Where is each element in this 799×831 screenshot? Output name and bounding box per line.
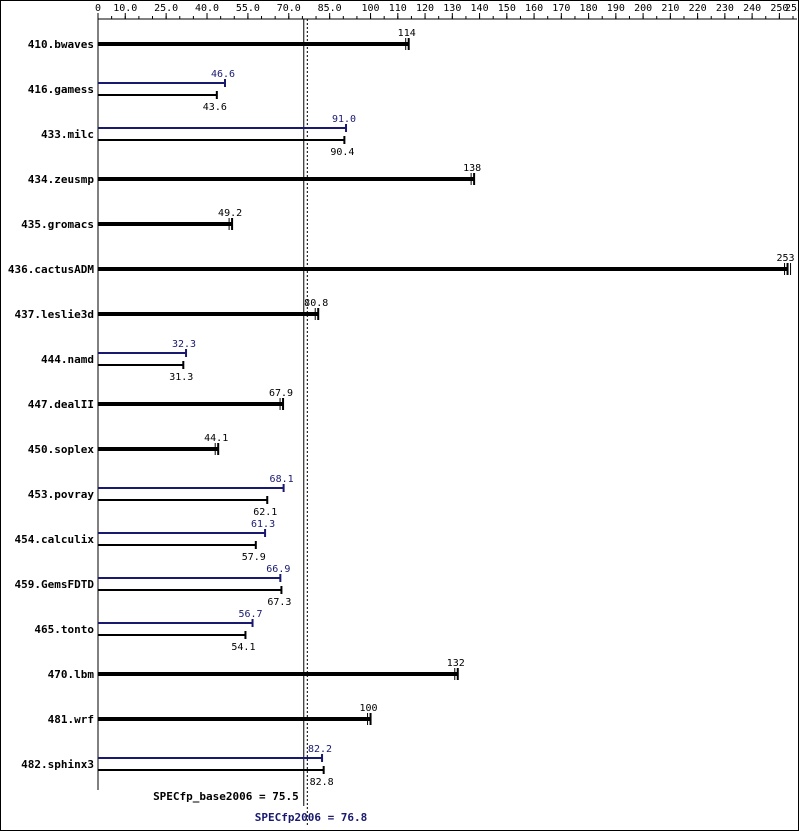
x-tick-label-last: 255 bbox=[785, 3, 799, 14]
benchmark-label: 453.povray bbox=[28, 488, 95, 501]
benchmark-label: 470.lbm bbox=[48, 668, 95, 681]
x-tick-label: 220 bbox=[689, 3, 707, 14]
benchmark-row: 454.calculix 61.3 57.9 bbox=[15, 519, 276, 563]
x-tick-label: 25.0 bbox=[154, 3, 178, 14]
benchmark-label: 416.gamess bbox=[28, 83, 94, 96]
x-tick-label: 130 bbox=[443, 3, 461, 14]
x-tick-label: 70.0 bbox=[277, 3, 301, 14]
x-tick-label: 150 bbox=[498, 3, 516, 14]
base-value-label: 67.3 bbox=[267, 597, 291, 608]
base-value-label: 49.2 bbox=[218, 208, 242, 219]
benchmark-label: 433.milc bbox=[41, 128, 94, 141]
benchmark-label: 465.tonto bbox=[34, 623, 94, 636]
benchmark-rows: 410.bwaves 114 416.gamess 46.6 43.6 433.milc 9… bbox=[8, 28, 795, 788]
benchmark-row: 470.lbm 132 bbox=[48, 658, 465, 681]
x-tick-label: 100 bbox=[362, 3, 380, 14]
x-tick-label: 200 bbox=[634, 3, 652, 14]
base-value-label: 31.3 bbox=[169, 372, 193, 383]
x-tick-label: 55.0 bbox=[236, 3, 260, 14]
x-tick-label: 85.0 bbox=[318, 3, 342, 14]
benchmark-label: 481.wrf bbox=[48, 713, 94, 726]
x-tick-label: 230 bbox=[716, 3, 734, 14]
benchmark-label: 436.cactusADM bbox=[8, 263, 94, 276]
benchmark-row: 410.bwaves 114 bbox=[28, 28, 416, 51]
base-value-label: 82.8 bbox=[310, 777, 334, 788]
base-value-label: 43.6 bbox=[203, 102, 227, 113]
benchmark-row: 447.dealII 67.9 bbox=[28, 388, 293, 411]
base-value-label: 62.1 bbox=[253, 507, 277, 518]
benchmark-label: 450.soplex bbox=[28, 443, 95, 456]
base-value-label: 253 bbox=[777, 253, 795, 264]
benchmark-label: 437.leslie3d bbox=[15, 308, 94, 321]
peak-value-label: 61.3 bbox=[251, 519, 275, 530]
peak-value-label: 66.9 bbox=[266, 564, 290, 575]
benchmark-row: 433.milc 91.0 90.4 bbox=[41, 114, 356, 158]
peak-value-label: 32.3 bbox=[172, 339, 196, 350]
benchmark-row: 459.GemsFDTD 66.9 67.3 bbox=[15, 564, 292, 608]
base-value-label: 44.1 bbox=[204, 433, 228, 444]
benchmark-label: 447.dealII bbox=[28, 398, 94, 411]
peak-value-label: 68.1 bbox=[270, 474, 294, 485]
benchmark-row: 434.zeusmp 138 bbox=[28, 163, 481, 186]
benchmark-row: 436.cactusADM 253 bbox=[8, 253, 795, 276]
base-value-label: 90.4 bbox=[330, 147, 354, 158]
x-tick-label: 250 bbox=[770, 3, 788, 14]
benchmark-row: 416.gamess 46.6 43.6 bbox=[28, 69, 235, 113]
benchmark-label: 459.GemsFDTD bbox=[15, 578, 95, 591]
x-tick-label: 110 bbox=[389, 3, 407, 14]
x-tick-label: 160 bbox=[525, 3, 543, 14]
base-value-label: 114 bbox=[398, 28, 416, 39]
x-tick-label: 190 bbox=[607, 3, 625, 14]
peak-value-label: 46.6 bbox=[211, 69, 235, 80]
peak-value-label: 82.2 bbox=[308, 744, 332, 755]
benchmark-label: 435.gromacs bbox=[21, 218, 94, 231]
x-tick-label: 170 bbox=[552, 3, 570, 14]
base-value-label: 80.8 bbox=[304, 298, 328, 309]
x-tick-label: 210 bbox=[661, 3, 679, 14]
benchmark-row: 444.namd 32.3 31.3 bbox=[41, 339, 196, 383]
benchmark-row: 481.wrf 100 bbox=[48, 703, 378, 726]
base-value-label: 67.9 bbox=[269, 388, 293, 399]
base-summary-label: SPECfp_base2006 = 75.5 bbox=[153, 790, 299, 803]
benchmark-label: 482.sphinx3 bbox=[21, 758, 94, 771]
base-value-label: 132 bbox=[447, 658, 465, 669]
benchmark-label: 434.zeusmp bbox=[28, 173, 95, 186]
x-tick-label: 180 bbox=[580, 3, 598, 14]
summary-labels: SPECfp_base2006 = 75.5 SPECfp2006 = 76.8 bbox=[153, 790, 367, 824]
benchmark-label: 410.bwaves bbox=[28, 38, 94, 51]
x-tick-label: 140 bbox=[471, 3, 489, 14]
peak-value-label: 56.7 bbox=[238, 609, 262, 620]
x-tick-label: 120 bbox=[416, 3, 434, 14]
benchmark-label: 444.namd bbox=[41, 353, 94, 366]
benchmark-row: 437.leslie3d 80.8 bbox=[15, 298, 329, 321]
base-value-label: 54.1 bbox=[231, 642, 255, 653]
benchmark-row: 482.sphinx3 82.2 82.8 bbox=[21, 744, 334, 788]
base-value-label: 100 bbox=[360, 703, 378, 714]
x-tick-label: 0 bbox=[95, 3, 101, 14]
peak-value-label: 91.0 bbox=[332, 114, 356, 125]
benchmark-row: 465.tonto 56.7 54.1 bbox=[34, 609, 262, 653]
benchmark-row: 453.povray 68.1 62.1 bbox=[28, 474, 294, 518]
x-tick-label: 240 bbox=[743, 3, 761, 14]
base-value-label: 57.9 bbox=[242, 552, 266, 563]
peak-summary-label: SPECfp2006 = 76.8 bbox=[255, 811, 368, 824]
benchmark-row: 450.soplex 44.1 bbox=[28, 433, 228, 456]
benchmark-row: 435.gromacs 49.2 bbox=[21, 208, 242, 231]
x-tick-label: 10.0 bbox=[113, 3, 137, 14]
benchmark-label: 454.calculix bbox=[15, 533, 95, 546]
x-tick-label: 40.0 bbox=[195, 3, 219, 14]
base-value-label: 138 bbox=[463, 163, 481, 174]
